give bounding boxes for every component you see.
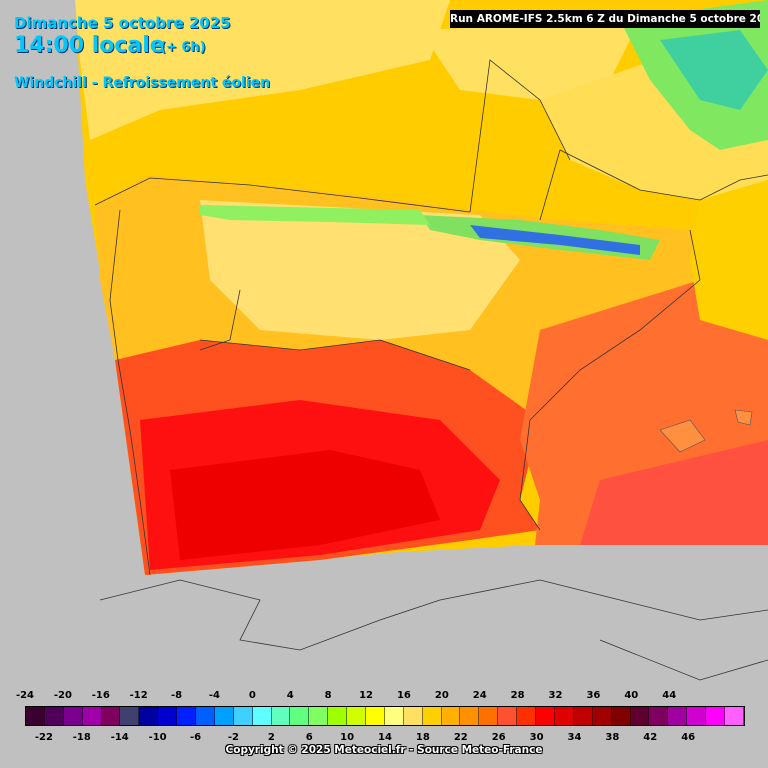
legend-tick-bottom: 30	[529, 732, 544, 743]
legend-tick-top: 32	[548, 690, 563, 701]
legend-swatch	[309, 707, 329, 725]
legend-swatch	[252, 707, 272, 725]
copyright: Copyright © 2025 Meteociel.fr - Source M…	[225, 744, 543, 756]
legend-tick-bottom: 6	[305, 732, 313, 743]
forecast-date: Dimanche 5 octobre 2025	[14, 14, 231, 32]
legend-tick-bottom: 18	[415, 732, 430, 743]
legend-swatch	[328, 707, 348, 725]
legend-swatch	[536, 707, 555, 725]
legend-tick-top: 40	[624, 690, 639, 701]
legend-color-bar	[25, 706, 745, 726]
legend-tick-top: -24	[15, 690, 35, 701]
legend-swatch	[214, 707, 234, 725]
legend-swatch	[44, 707, 64, 725]
legend-tick-top: 4	[286, 690, 294, 701]
legend-tick-top: 28	[510, 690, 525, 701]
legend-swatch	[384, 707, 404, 725]
legend-swatch	[403, 707, 423, 725]
legend-tick-top: 16	[396, 690, 411, 701]
legend-swatch	[101, 707, 121, 725]
legend-swatch	[441, 707, 461, 725]
legend-tick-bottom: 42	[643, 732, 658, 743]
legend-swatch	[668, 707, 688, 725]
legend-tick-bottom: -2	[227, 732, 239, 743]
legend-tick-bottom: -10	[148, 732, 167, 743]
legend-tick-top: 20	[434, 690, 449, 701]
legend-swatch	[290, 707, 310, 725]
legend-swatch	[611, 707, 631, 725]
legend-swatch	[630, 707, 650, 725]
balearic-islands	[659, 419, 706, 453]
legend-swatch	[498, 707, 518, 725]
legend-tick-top: 24	[472, 690, 487, 701]
legend-swatch	[460, 707, 480, 725]
legend-swatch	[517, 707, 537, 725]
legend-tick-bottom: 34	[567, 732, 582, 743]
legend-swatch	[347, 707, 367, 725]
forecast-lead: (+ 6h)	[160, 40, 206, 55]
legend-tick-bottom: 14	[378, 732, 392, 743]
legend-swatch	[706, 707, 725, 725]
legend-swatch	[573, 707, 593, 725]
legend-tick-top: 12	[359, 690, 373, 701]
legend-swatch	[592, 707, 612, 725]
legend-tick-bottom: -18	[72, 732, 91, 743]
legend-swatch	[139, 707, 159, 725]
legend-swatch	[649, 707, 669, 725]
legend-swatch	[366, 707, 385, 725]
legend-tick-bottom: 46	[681, 732, 696, 743]
legend-tick-bottom: 22	[453, 732, 468, 743]
run-info: Run AROME-IFS 2.5km 6 Z du Dimanche 5 oc…	[450, 10, 760, 28]
cantabrian-mountains	[200, 205, 430, 225]
legend-swatch	[554, 707, 574, 725]
legend-tick-bottom: 10	[340, 732, 355, 743]
parameter-title: Windchill - Refroissement éolien	[14, 75, 271, 91]
legend-tick-top: -4	[208, 690, 221, 701]
legend-tick-top: -16	[91, 690, 110, 701]
legend-tick-bottom: -6	[189, 732, 202, 743]
borders	[94, 59, 768, 681]
legend-tick-top: 0	[248, 690, 256, 701]
forecast-time: 14:00 locale	[14, 33, 165, 58]
legend-swatch	[479, 707, 499, 725]
legend-swatch	[63, 707, 83, 725]
legend-tick-top: -20	[53, 690, 72, 701]
legend-swatch	[233, 707, 253, 725]
legend-tick-top: 36	[586, 690, 601, 701]
legend-swatch	[177, 707, 197, 725]
legend-tick-top: -12	[129, 690, 148, 701]
legend-swatch	[422, 707, 442, 725]
legend-swatch	[196, 707, 215, 725]
legend-swatch	[26, 707, 45, 725]
legend-swatch	[120, 707, 140, 725]
legend-swatch	[687, 707, 707, 725]
legend-tick-bottom: -14	[110, 732, 129, 743]
legend-tick-top: 44	[662, 690, 677, 701]
legend-tick-bottom: -22	[34, 732, 53, 743]
legend-tick-bottom: 26	[491, 732, 506, 743]
legend-tick-top: 8	[324, 690, 332, 701]
legend-tick-top: -8	[171, 690, 183, 701]
legend-swatch	[724, 707, 744, 725]
legend-tick-bottom: 2	[267, 732, 275, 743]
legend-swatch	[271, 707, 291, 725]
legend-swatch	[158, 707, 178, 725]
legend-tick-bottom: 38	[605, 732, 620, 743]
legend-swatch	[82, 707, 102, 725]
